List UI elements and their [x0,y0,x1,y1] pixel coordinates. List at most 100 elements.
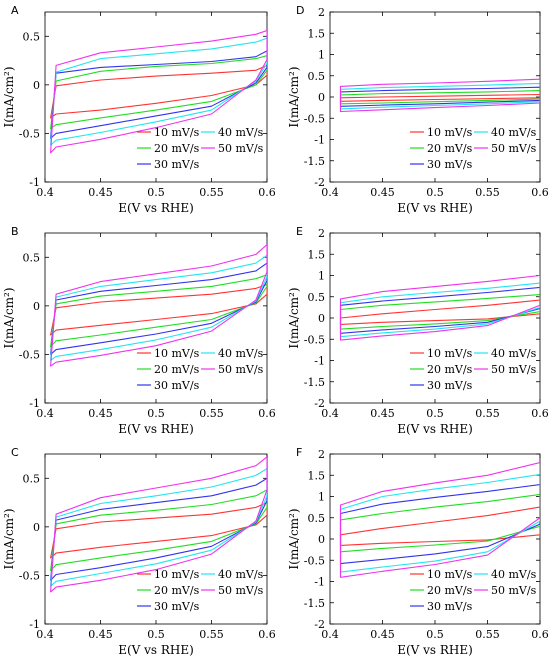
series-line [339,93,540,102]
y-tick-label: -0.5 [19,569,40,582]
x-axis-title: E(V vs RHE) [397,201,473,215]
legend-label: 20 mV/s [154,584,200,597]
legend-label: 30 mV/s [154,379,200,392]
legend-label: 50 mV/s [491,363,537,376]
y-tick-label: 0.5 [23,472,41,485]
legend: 10 mV/s 40 mV/s 20 mV/s 50 mV/s 30 mV/s [137,126,264,171]
series-group [50,244,267,367]
y-tick-label: 0 [318,533,325,546]
x-tick-label: 0.6 [258,186,276,199]
legend-label: 50 mV/s [218,584,264,597]
series-line [339,282,540,338]
y-tick-label: 0.5 [308,291,326,304]
y-tick-label: 0.5 [23,30,41,43]
series-line [50,37,267,146]
panel-b: B 0.4 0.45 0.5 0.55 0.6 -1 -0.5 0 0.5 E(V vs RHE) I… [2,225,276,436]
legend-label: 20 mV/s [154,142,200,155]
series-line [339,286,540,334]
x-tick-label: 0.5 [426,628,444,641]
legend-label: 10 mV/s [154,347,200,360]
x-tick-label: 0.4 [321,186,339,199]
y-tick-label: 1 [318,49,325,62]
series-line [50,64,267,119]
x-tick-label: 0.4 [36,186,54,199]
y-tick-label: -1 [314,576,325,589]
legend-label: 40 mV/s [218,347,264,360]
y-tick-label: 2 [318,448,325,461]
legend: 10 mV/s 40 mV/s 20 mV/s 50 mV/s 30 mV/s [410,568,537,613]
x-tick-label: 0.6 [531,186,549,199]
series-group [339,78,540,113]
y-tick-label: -1.5 [304,597,325,610]
y-axis-title: I(mA/cm²) [2,287,16,348]
y-tick-label: 0 [318,312,325,325]
series-line [50,456,267,593]
legend-label: 10 mV/s [427,126,473,139]
panel-letter: F [296,446,302,459]
legend-label: 40 mV/s [218,126,264,139]
y-tick-label: -1 [29,618,40,631]
y-axis-title: I(mA/cm²) [287,287,301,348]
series-line [339,299,540,325]
x-axis-title: E(V vs RHE) [118,201,194,215]
plot-frame [44,232,268,404]
x-tick-label: 0.4 [321,407,339,420]
y-tick-label: -1 [29,397,40,410]
legend-label: 20 mV/s [427,363,473,376]
legend-label: 20 mV/s [154,363,200,376]
legend: 10 mV/s 40 mV/s 20 mV/s 50 mV/s 30 mV/s [410,126,537,171]
x-tick-label: 0.5 [147,628,165,641]
x-axis-title: E(V vs RHE) [397,643,473,657]
y-tick-label: 1.5 [308,248,326,261]
series-line [339,274,540,341]
y-tick-label: 0.5 [23,251,41,264]
series-line [50,283,267,336]
y-tick-label: 0 [318,91,325,104]
legend-label: 20 mV/s [427,142,473,155]
y-tick-label: -2 [314,176,325,189]
x-tick-label: 0.4 [36,628,54,641]
panel-e: E 0.4 0.45 0.5 0.55 0.6 -2 -1.5 -1 -0.5 0 0.5 1 1.5 2 E… [287,225,549,436]
y-axis-title: I(mA/cm²) [2,508,16,569]
panel-a: A 0.4 0.45 0.5 0.55 0.6 -1 -0.5 0 0.5 E(V vs RHE) I… [2,4,276,215]
y-tick-label: -2 [314,397,325,410]
series-line [50,477,267,581]
series-line [339,473,540,573]
series-line [339,484,540,565]
series-line [50,50,267,139]
x-tick-label: 0.45 [370,407,395,420]
series-line [50,55,267,130]
y-tick-label: 1 [318,491,325,504]
y-tick-label: 1.5 [308,469,326,482]
y-axis-title: I(mA/cm²) [287,66,301,127]
x-tick-label: 0.55 [475,628,500,641]
legend-label: 40 mV/s [218,568,264,581]
legend-label: 20 mV/s [427,584,473,597]
x-tick-label: 0.45 [88,628,113,641]
series-line [339,493,540,553]
x-tick-label: 0.45 [370,186,395,199]
panel-letter: C [11,446,19,459]
panel-d: D 0.4 0.45 0.5 0.55 0.6 -2 -1.5 -1 -0.5 0 0.5 1 1.5 2 E… [287,4,549,215]
series-line [50,244,267,367]
x-tick-label: 0.55 [475,186,500,199]
series-group [50,456,267,593]
plot-frame [44,453,268,625]
y-tick-label: -0.5 [304,333,325,346]
legend-label: 50 mV/s [218,363,264,376]
series-line [50,262,267,355]
series-line [50,468,267,587]
series-line [50,254,267,361]
x-tick-label: 0.5 [426,407,444,420]
x-tick-label: 0.55 [199,407,224,420]
legend-label: 10 mV/s [154,126,200,139]
x-tick-label: 0.5 [147,407,165,420]
legend-label: 10 mV/s [427,568,473,581]
y-tick-label: -1 [29,176,40,189]
y-tick-label: 1.5 [308,27,326,40]
y-axis-title: I(mA/cm²) [287,508,301,569]
legend: 10 mV/s 40 mV/s 20 mV/s 50 mV/s 30 mV/s [410,347,537,392]
x-tick-label: 0.45 [88,407,113,420]
legend-label: 50 mV/s [218,142,264,155]
